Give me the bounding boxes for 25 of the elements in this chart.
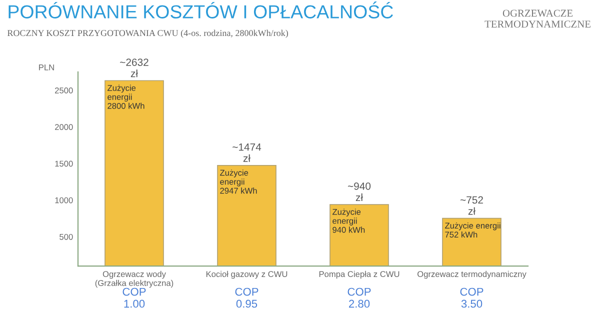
y-tick-label: 1000 (55, 197, 73, 204)
data-label: ~1474 zł (232, 143, 262, 162)
annotation: Zużycie energii 752 kWh (445, 222, 500, 238)
x-tick-label: Kocioł gazowy z CWU (206, 270, 288, 279)
y-tick-label: 2000 (55, 124, 73, 130)
data-label: ~752 zł (460, 196, 483, 215)
annotation: Zużycie energii 2800 kWh (108, 84, 144, 109)
data-label: ~2632 zł (120, 58, 148, 78)
text: COP 0.95 (235, 288, 258, 308)
text: OGRZEWACZE TERMODYNAMICZNE (484, 10, 590, 28)
text: COP 2.80 (348, 288, 371, 308)
annotation: Zużycie energii 940 kWh (332, 208, 365, 233)
y-tick-label: 1500 (55, 160, 73, 167)
y-tick-label: 2500 (55, 88, 73, 94)
chart-title: PORÓWNANIE KOSZTÓW I OPŁACALNOŚĆ (8, 1, 393, 18)
text: COP 3.50 (460, 288, 484, 308)
y-axis-title: PLN (39, 64, 54, 70)
x-tick-label: Pompa Ciepła z CWU (319, 270, 400, 279)
x-tick-label: Ogrzewacz termodynamiczny (418, 270, 526, 279)
annotation: Zużycie energii 2947 kWh (220, 170, 257, 194)
x-tick-label: Ogrzewacz wody (Grzałka elektryczna) (95, 270, 174, 288)
data-label: ~940 zł (348, 182, 371, 201)
text: COP 1.00 (122, 288, 146, 308)
chart-subtitle: ROCZNY KOSZT PRZYGOTOWANIA CWU (4-os. rodzina, 2800kWh/rok) (7, 30, 288, 38)
y-tick-label: 500 (60, 234, 73, 240)
